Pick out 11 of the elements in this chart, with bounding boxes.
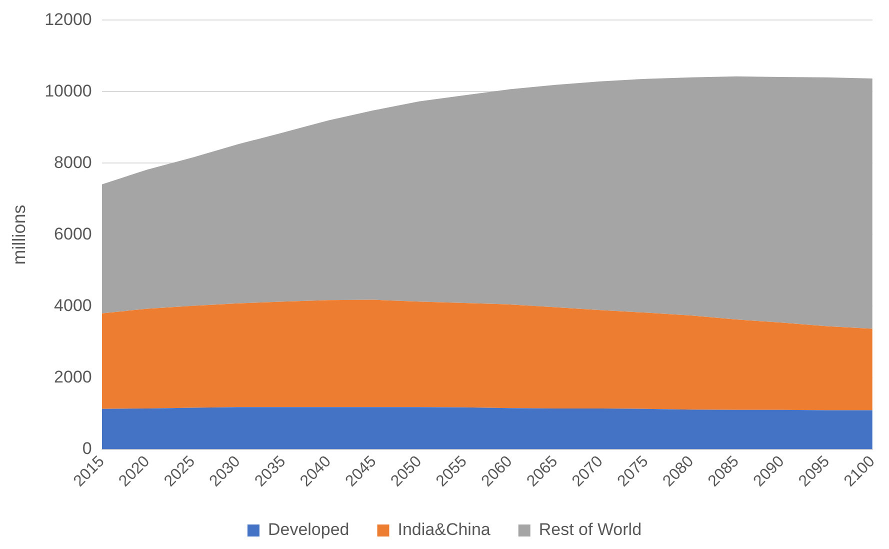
y-tick-label: 6000 (54, 224, 92, 244)
y-axis-title: millions (8, 204, 29, 265)
legend-label: Rest of World (538, 520, 642, 540)
y-tick-label: 10000 (44, 81, 92, 100)
y-tick-label: 2000 (54, 367, 92, 386)
y-tick-label: 4000 (54, 296, 92, 315)
legend-label: Developed (268, 520, 350, 540)
legend-label: India&China (398, 520, 491, 540)
y-tick-label: 8000 (54, 152, 92, 172)
y-tick-label: 12000 (44, 10, 92, 29)
y-tick-label: 0 (82, 438, 92, 458)
